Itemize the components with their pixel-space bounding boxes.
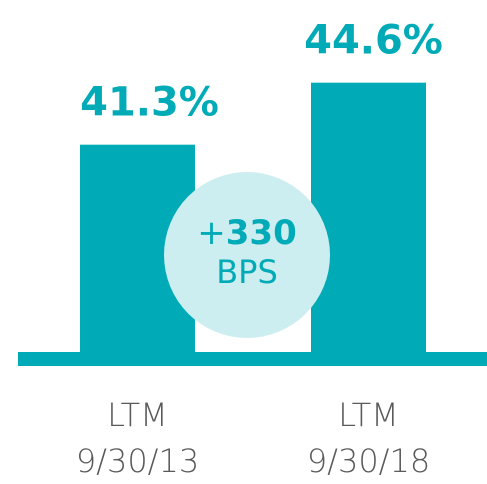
annotation-value: +330 [197,213,296,253]
baseline [18,352,487,366]
annotation-number: 330 [226,213,297,253]
value-label: 44.6% [304,18,443,64]
annotation-sign: + [197,213,226,253]
category-label: LTM 9/30/18 [306,396,431,480]
annotation-unit: BPS [216,253,278,291]
value-label: 41.3% [80,80,219,126]
annotation-circle [164,172,330,338]
bar [311,82,426,357]
category-label: LTM 9/30/13 [75,396,200,480]
